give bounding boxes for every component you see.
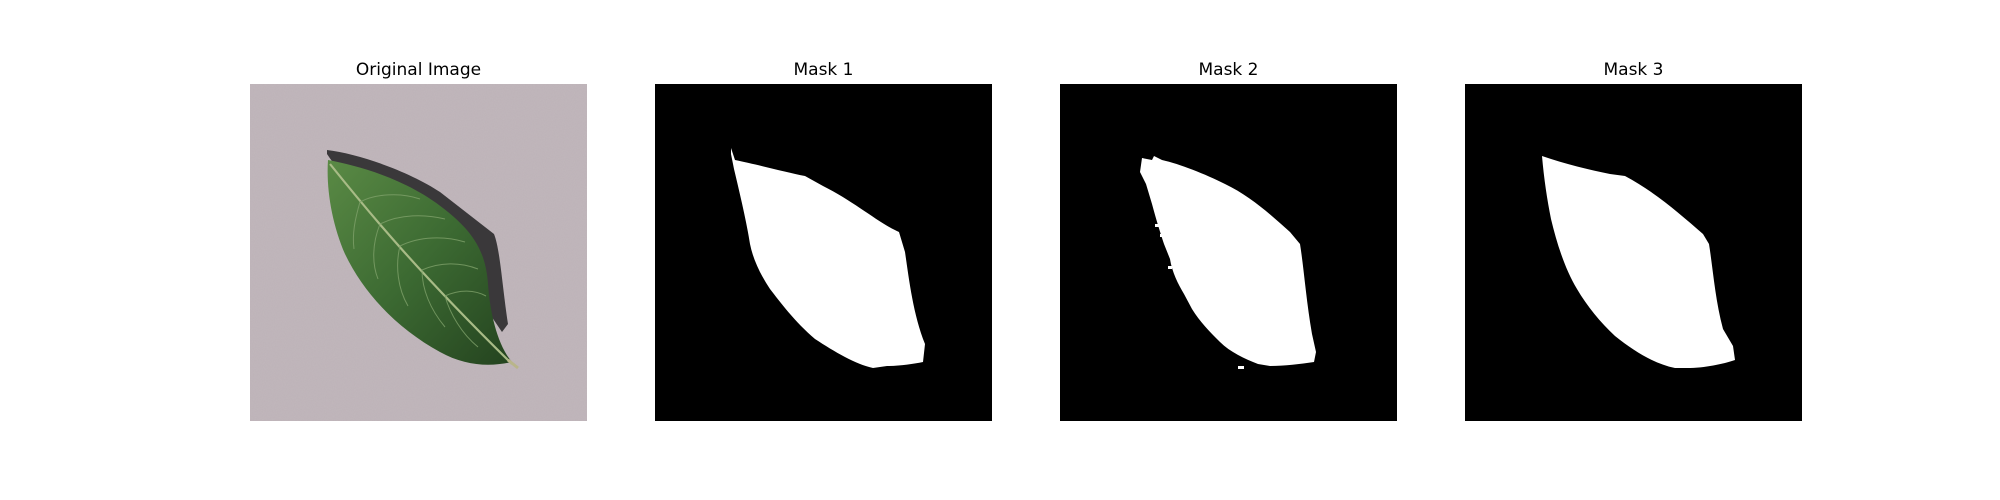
panel-title: Mask 1 bbox=[793, 60, 854, 80]
panel-title: Mask 2 bbox=[1198, 60, 1259, 80]
mask-region bbox=[1542, 156, 1735, 368]
mask-2-image bbox=[1060, 84, 1397, 421]
panel-title: Mask 3 bbox=[1603, 60, 1664, 80]
mask-region bbox=[1140, 156, 1316, 366]
leaf-veins bbox=[352, 194, 487, 348]
panel-title: Original Image bbox=[355, 60, 482, 80]
leaf bbox=[327, 160, 512, 365]
mask-3-image bbox=[1465, 84, 1802, 421]
mask-speckles bbox=[1155, 224, 1244, 369]
mask-region bbox=[731, 148, 925, 368]
leaf-midrib bbox=[329, 163, 513, 365]
original-leaf-photo bbox=[250, 84, 587, 421]
mask-1-image bbox=[655, 84, 992, 421]
leaf-stem bbox=[507, 358, 519, 370]
